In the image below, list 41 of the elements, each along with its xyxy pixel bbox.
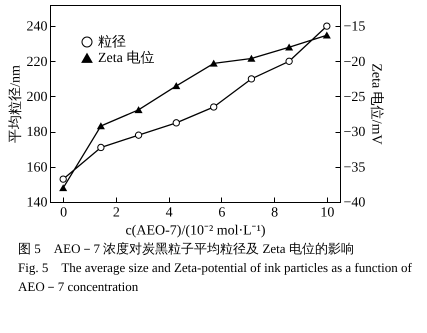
y-tick-label: 160 (26, 160, 48, 176)
point (248, 55, 256, 62)
y-tick-label: 220 (26, 54, 48, 70)
legend-label: 粒径 (98, 34, 126, 50)
y2-tick-label: −30 (344, 125, 366, 140)
point (172, 119, 180, 127)
caption: 图 5 AEO－7 浓度对炭黑粒子平均粒径及 Zeta 电位的影响 (18, 240, 355, 258)
point (60, 184, 67, 192)
point (134, 106, 142, 114)
point (172, 82, 180, 90)
x-tick-label: 0 (60, 206, 68, 220)
y-axis-title: 平均粒径/nm (8, 65, 24, 143)
point (285, 58, 293, 65)
y-tick-label: 140 (26, 196, 48, 210)
point (97, 144, 105, 152)
legend-label: Zeta 电位 (98, 50, 154, 66)
x-axis-title: c(AEO-7)/(10⁻² mol·L⁻¹) (125, 224, 266, 238)
y2-tick-label: −15 (344, 20, 366, 35)
x-tick-label: 6 (218, 206, 226, 220)
y2-tick-label: −35 (344, 160, 366, 176)
y-tick-label: 240 (26, 20, 48, 35)
point (60, 175, 67, 183)
point (210, 60, 218, 67)
point (248, 75, 256, 83)
point (285, 44, 293, 50)
y-tick-label: 200 (26, 90, 48, 105)
y-tick-label: 180 (26, 125, 48, 140)
y2-tick-label: −25 (344, 90, 366, 105)
caption: Fig. 5 The average size and Zeta-potential of ink particles as a function of AEO－7 concentration (18, 259, 413, 296)
point (210, 103, 218, 111)
x-tick-label: 10 (320, 206, 334, 220)
point (97, 122, 105, 130)
x-tick-label: 4 (166, 206, 173, 220)
x-tick-label: 8 (271, 206, 278, 220)
point (134, 132, 142, 139)
point (323, 22, 330, 30)
y2-tick-label: −40 (344, 196, 366, 210)
point (323, 32, 330, 38)
x-tick-label: 2 (112, 206, 120, 220)
y2-axis-title: Zeta 电位/mV (368, 63, 384, 145)
y2-tick-label: −20 (344, 54, 366, 70)
